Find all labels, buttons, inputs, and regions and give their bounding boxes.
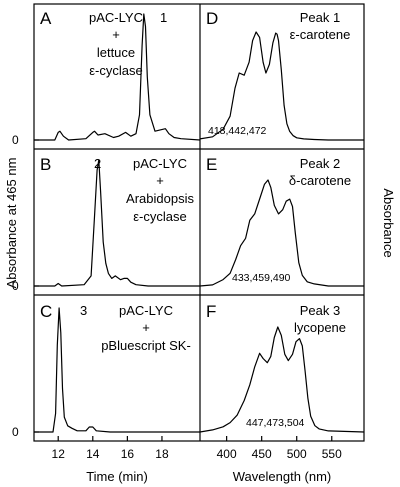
panel-C: C 3 pAC-LYC + pBluescript SK- 0 bbox=[12, 302, 200, 439]
panel-letter-F: F bbox=[206, 302, 216, 321]
sample-annotation-line: + bbox=[156, 173, 164, 188]
sample-annotation-line: pAC-LYC bbox=[89, 10, 143, 25]
panel-A: A 1 pAC-LYC + lettuce ε-cyclase 0 bbox=[12, 9, 201, 147]
x-tick-label: 450 bbox=[252, 447, 272, 461]
panel-letter-A: A bbox=[40, 9, 52, 28]
baseline-zero-label: 0 bbox=[12, 279, 19, 293]
x-axis-title-right: Wavelength (nm) bbox=[233, 469, 332, 484]
chromatogram-trace bbox=[34, 307, 200, 433]
spectrum-trace bbox=[199, 179, 364, 287]
sample-annotation-line: Arabidopsis bbox=[126, 191, 194, 206]
panel-B: B 2 pAC-LYC + Arabidopsis ε-cyclase 0 bbox=[12, 155, 200, 293]
spectrum-peak-title: Peak 3 bbox=[300, 303, 340, 318]
compound-name: lycopene bbox=[294, 320, 346, 335]
baseline-zero-label: 0 bbox=[12, 425, 19, 439]
panel-E: E Peak 2 δ-carotene 433,459,490 bbox=[199, 155, 364, 287]
spectrum-trace bbox=[199, 31, 364, 141]
sample-annotation-line: + bbox=[112, 27, 120, 42]
sample-annotation-line: pAC-LYC bbox=[119, 303, 173, 318]
absorption-maxima-label: 433,459,490 bbox=[232, 272, 291, 284]
peak-number-label: 3 bbox=[80, 303, 87, 318]
sample-annotation-line: ε-cyclase bbox=[133, 209, 186, 224]
x-tick-label: 550 bbox=[322, 447, 342, 461]
compound-name: ε-carotene bbox=[290, 27, 351, 42]
absorption-maxima-label: 447,473,504 bbox=[246, 417, 305, 429]
x-tick-label: 500 bbox=[287, 447, 307, 461]
spectrum-peak-title: Peak 1 bbox=[300, 10, 340, 25]
x-axis-wavelength: 400 450 500 550 bbox=[217, 436, 342, 461]
absorption-maxima-label: 418,442,472 bbox=[208, 125, 267, 137]
figure-frame bbox=[33, 3, 365, 442]
peak-number-label: 1 bbox=[160, 10, 167, 25]
sample-annotation-line: lettuce bbox=[97, 45, 135, 60]
y-axis-title-right: Absorbance bbox=[381, 188, 396, 257]
panel-F: F Peak 3 lycopene 447,473,504 bbox=[199, 302, 365, 433]
spectrum-trace bbox=[199, 326, 365, 433]
chromatogram-trace bbox=[34, 159, 200, 287]
spectrum-peak-title: Peak 2 bbox=[300, 156, 340, 171]
sample-annotation-line: pAC-LYC bbox=[133, 156, 187, 171]
panel-letter-C: C bbox=[40, 302, 52, 321]
panel-letter-D: D bbox=[206, 9, 218, 28]
x-tick-label: 400 bbox=[217, 447, 237, 461]
y-axis-title-left: Absorbance at 465 nm bbox=[4, 158, 19, 289]
sample-annotation-line: + bbox=[142, 320, 150, 335]
x-tick-label: 14 bbox=[86, 447, 100, 461]
x-axis-time: 12 14 16 18 bbox=[52, 436, 169, 461]
x-tick-label: 16 bbox=[121, 447, 135, 461]
compound-name: δ-carotene bbox=[289, 173, 351, 188]
x-axis-title-left: Time (min) bbox=[86, 469, 148, 484]
panel-letter-E: E bbox=[206, 155, 217, 174]
sample-annotation-line: ε-cyclase bbox=[89, 63, 142, 78]
x-tick-label: 18 bbox=[155, 447, 169, 461]
baseline-zero-label: 0 bbox=[12, 133, 19, 147]
panel-letter-B: B bbox=[40, 155, 51, 174]
sample-annotation-line: pBluescript SK- bbox=[101, 338, 191, 353]
x-tick-label: 12 bbox=[52, 447, 66, 461]
chromatogram-trace bbox=[34, 13, 201, 141]
panel-D: D Peak 1 ε-carotene 418,442,472 bbox=[199, 9, 364, 141]
